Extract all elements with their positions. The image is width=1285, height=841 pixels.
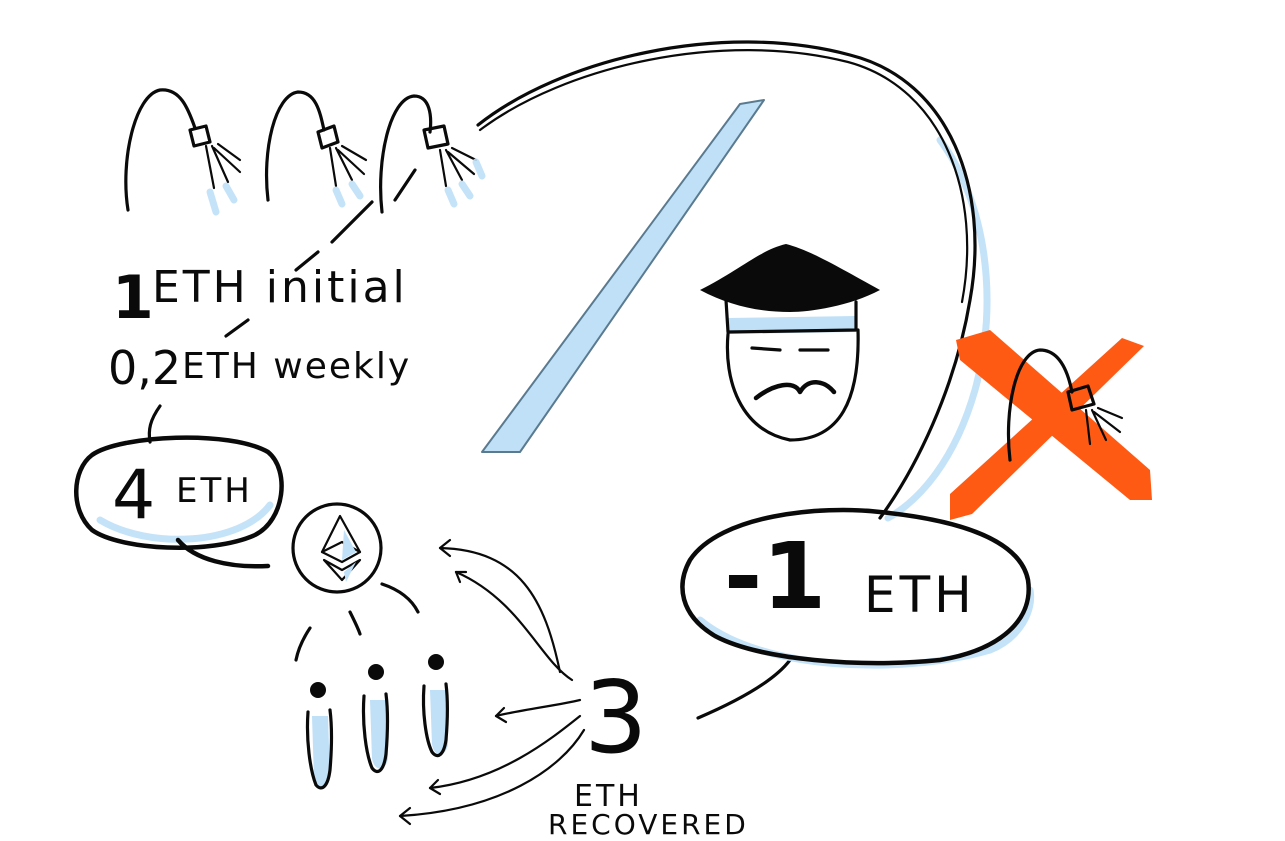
initial-funding-label: 1 ETH initial <box>112 262 408 333</box>
recovery-arrows <box>398 538 586 826</box>
initial-text: ETH initial <box>152 262 408 313</box>
person-icon <box>305 682 334 790</box>
recovered-amount: 3 <box>584 659 648 776</box>
recovered-line1: ETH <box>574 779 643 814</box>
loop-curve <box>476 40 977 520</box>
person-icon <box>421 654 450 758</box>
loss-amount: -1 <box>724 523 826 630</box>
initial-amount: 1 <box>112 263 154 333</box>
faucet-icon <box>379 94 486 214</box>
recovered-amount-label: 3 ETH RECOVERED <box>548 659 749 841</box>
loss-bubble: -1 ETH <box>680 507 1035 669</box>
faucet-icon <box>1006 348 1124 462</box>
loop-tail <box>696 658 792 720</box>
faucet-icon <box>264 90 368 208</box>
pool-unit: ETH <box>176 471 253 511</box>
loss-unit: ETH <box>864 566 976 624</box>
pool-amount: 4 <box>112 456 155 535</box>
weekly-amount: 0,2 <box>108 341 181 395</box>
person-icon <box>361 664 390 774</box>
weekly-text: ETH weekly <box>182 346 411 387</box>
weekly-funding-label: 0,2 ETH weekly <box>108 341 411 395</box>
recovered-line2: RECOVERED <box>548 808 749 841</box>
pool-balance-bubble: 4 ETH <box>74 435 284 569</box>
distribution-strokes <box>294 582 420 662</box>
ethereum-logo-icon <box>291 502 383 594</box>
cross-out-icon <box>950 330 1152 520</box>
dashed-connector <box>224 168 417 338</box>
faucet-icon <box>124 88 242 216</box>
mustache-face-icon <box>700 244 880 442</box>
loop-curve-double <box>478 49 969 304</box>
blue-ramp <box>481 99 765 453</box>
